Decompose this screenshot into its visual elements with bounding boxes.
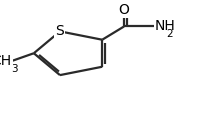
Text: CH: CH <box>0 54 11 68</box>
Text: NH: NH <box>155 19 176 34</box>
Text: 2: 2 <box>166 29 173 39</box>
Text: S: S <box>56 24 64 38</box>
Text: O: O <box>119 3 130 17</box>
Text: 3: 3 <box>11 64 18 74</box>
